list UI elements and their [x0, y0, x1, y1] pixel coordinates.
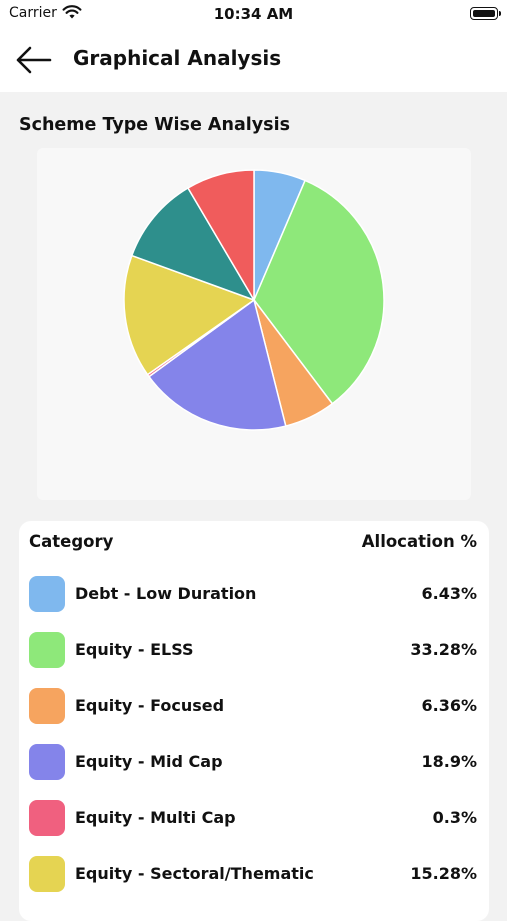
back-button[interactable] [12, 42, 56, 78]
arrow-left-icon [16, 46, 52, 74]
allocation-value: 18.9% [421, 752, 477, 771]
allocation-value: 6.36% [421, 696, 477, 715]
color-swatch [29, 632, 65, 668]
allocation-value: 33.28% [410, 640, 477, 659]
allocation-value: 6.43% [421, 584, 477, 603]
category-label: Debt - Low Duration [75, 584, 257, 603]
pie-slice[interactable] [187, 169, 255, 301]
table-row[interactable]: Debt - Low Duration 6.43% [19, 574, 489, 614]
navigation-bar: Graphical Analysis [0, 30, 507, 92]
battery-icon [470, 7, 501, 20]
pie-chart [123, 169, 385, 431]
category-label: Equity - Sectoral/Thematic [75, 864, 314, 883]
allocation-value: 0.3% [432, 808, 477, 827]
table-row[interactable]: Equity - Focused 6.36% [19, 686, 489, 726]
status-bar: Carrier 10:34 AM [0, 0, 507, 30]
wifi-icon [62, 4, 82, 24]
category-label: Equity - Multi Cap [75, 808, 236, 827]
color-swatch [29, 856, 65, 892]
pie-slice[interactable] [131, 187, 255, 301]
color-swatch [29, 800, 65, 836]
pie-chart-card [37, 148, 471, 500]
status-time: 10:34 AM [213, 5, 294, 23]
table-row[interactable]: Equity - ELSS 33.28% [19, 630, 489, 670]
section-title: Scheme Type Wise Analysis [19, 115, 290, 135]
category-label: Equity - ELSS [75, 640, 194, 659]
color-swatch [29, 688, 65, 724]
page-title: Graphical Analysis [73, 46, 282, 70]
allocation-header: Allocation % [361, 532, 477, 551]
pie-slice[interactable] [148, 299, 287, 431]
pie-slice[interactable] [123, 254, 255, 376]
table-row[interactable]: Equity - Mid Cap 18.9% [19, 742, 489, 782]
pie-slice[interactable] [253, 179, 385, 405]
table-row[interactable]: Equity - Sectoral/Thematic 15.28% [19, 854, 489, 894]
category-label: Equity - Focused [75, 696, 225, 715]
color-swatch [29, 744, 65, 780]
color-swatch [29, 576, 65, 612]
category-header: Category [29, 532, 114, 551]
category-label: Equity - Mid Cap [75, 752, 223, 771]
carrier-label: Carrier [9, 5, 57, 21]
allocation-table: Category Allocation % Debt - Low Duratio… [19, 521, 489, 921]
table-row[interactable]: Equity - Multi Cap 0.3% [19, 798, 489, 838]
allocation-value: 15.28% [410, 864, 477, 883]
